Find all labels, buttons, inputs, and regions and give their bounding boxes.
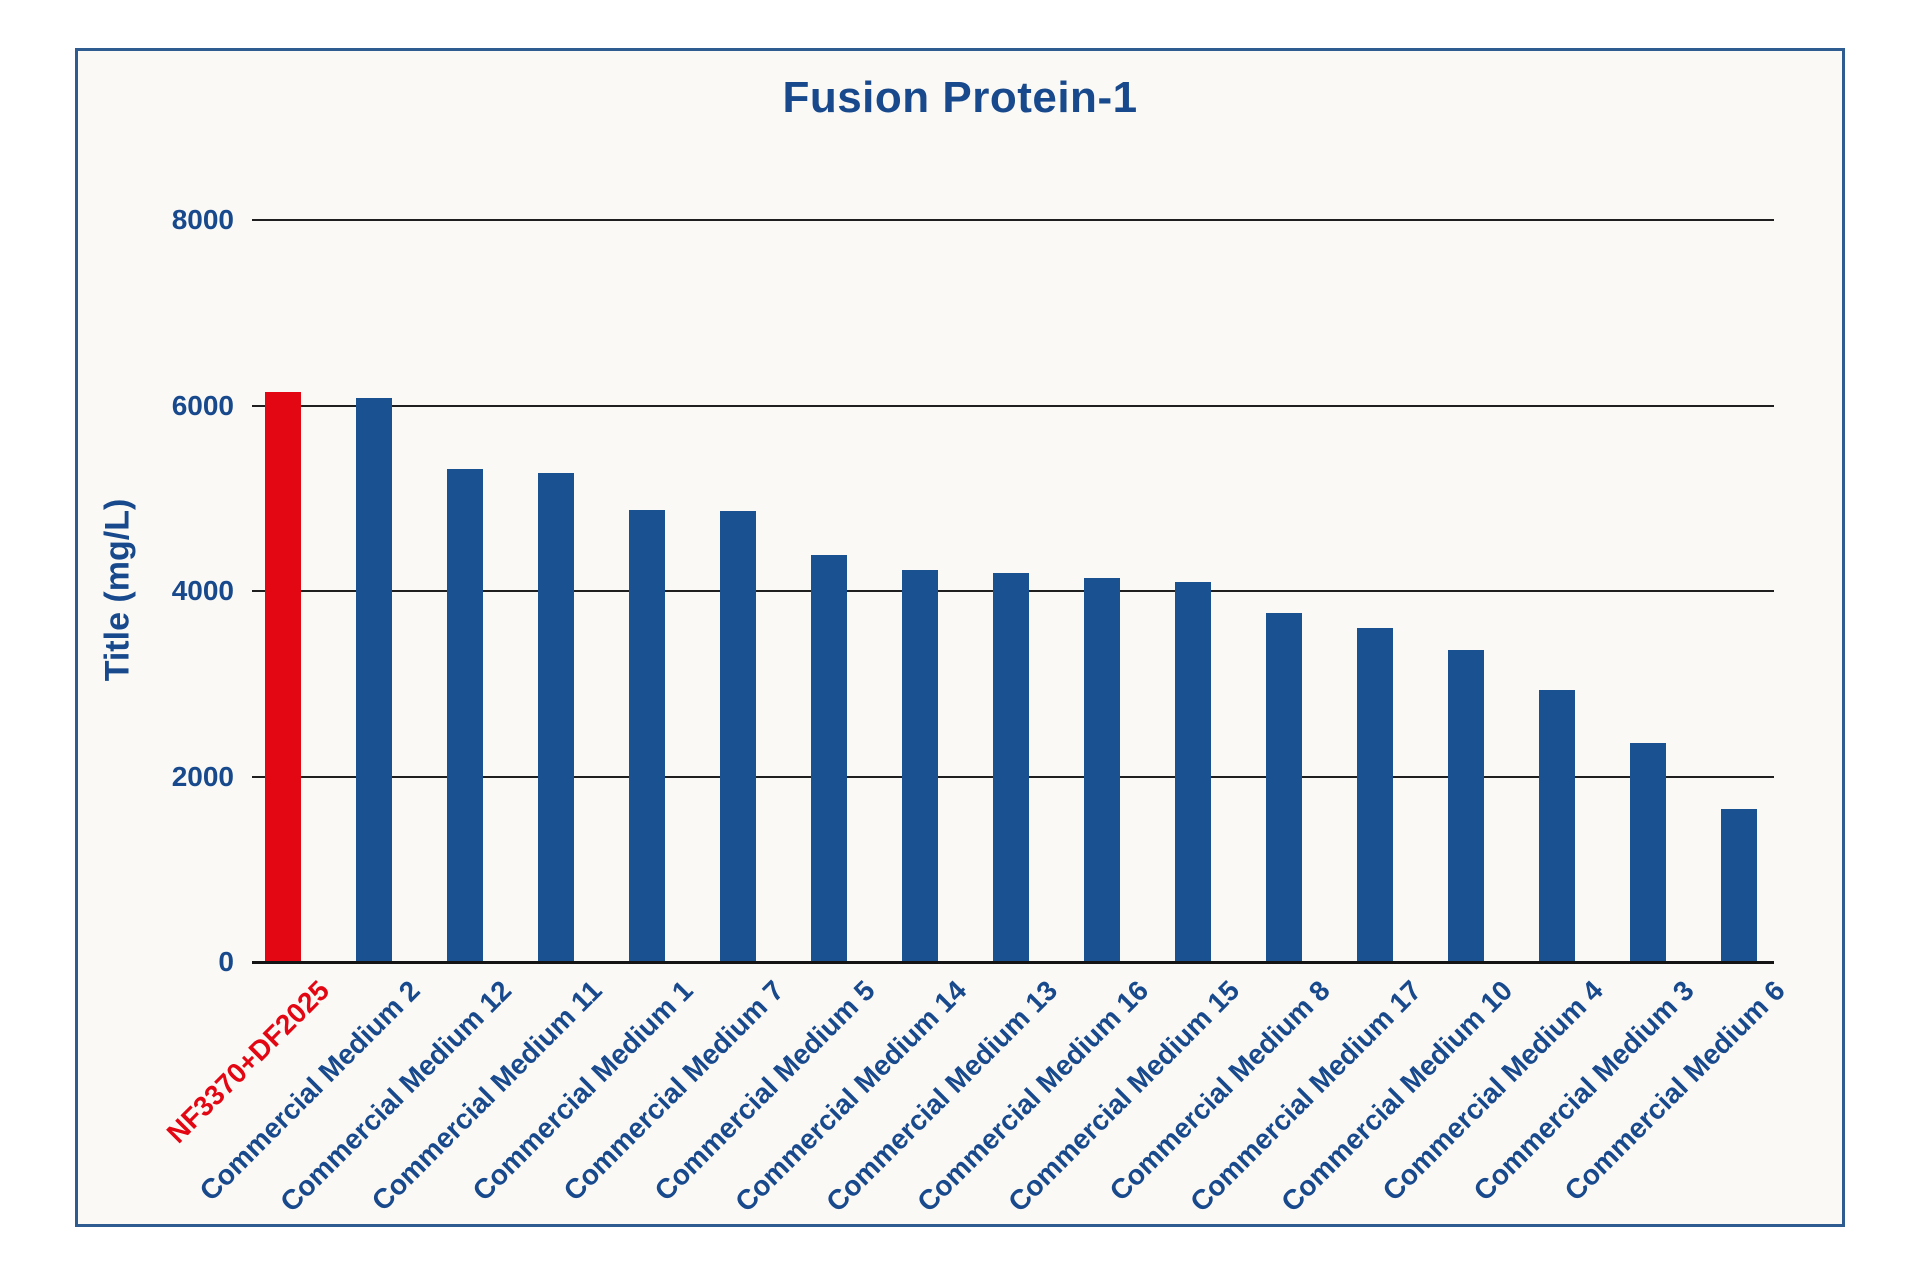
y-axis-title: Title (mg/L) <box>98 498 137 682</box>
highlight-bar <box>264 391 301 962</box>
bar-slot: NF3370+DF2025 <box>161 220 335 1149</box>
bar <box>355 398 392 962</box>
bar-slot: Commercial Medium 1 <box>467 220 699 1207</box>
plot-area: 8000 6000 4000 2000 0 NF3370+DF2025 Commercia… <box>161 206 1791 1218</box>
y-tick-label: 4000 <box>171 575 234 606</box>
bar-slot: Commercial Medium 6 <box>1559 220 1791 1207</box>
bar <box>446 468 483 962</box>
bar <box>992 573 1029 962</box>
chart-frame: Fusion Protein-1 Title (mg/L) 8000 6000 40… <box>75 48 1845 1227</box>
bar-slot: Commercial Medium 3 <box>1468 220 1700 1207</box>
bars-layer: NF3370+DF2025 Commercial Medium 2 Commerci… <box>161 220 1791 1218</box>
x-axis-label: NF3370+DF2025 <box>160 974 336 1149</box>
bar <box>719 511 756 962</box>
chart-title: Fusion Protein-1 <box>782 73 1138 122</box>
bar-slot: Commercial Medium 10 <box>1275 220 1518 1218</box>
bar-slot: Commercial Medium 8 <box>1104 220 1336 1207</box>
bar <box>1447 650 1484 962</box>
bar <box>1538 690 1575 962</box>
bar-slot: Commercial Medium 12 <box>274 220 517 1218</box>
bar-slot: Commercial Medium 4 <box>1377 220 1609 1207</box>
bar-slot: Commercial Medium 17 <box>1184 220 1427 1218</box>
y-tick-label: 8000 <box>171 204 234 235</box>
bar <box>1174 581 1211 962</box>
gridline <box>252 219 1774 221</box>
bar <box>810 554 847 962</box>
bar <box>1083 578 1120 962</box>
bar <box>1265 613 1302 962</box>
y-tick-label: 6000 <box>171 389 234 421</box>
bar <box>1356 628 1393 962</box>
bar-slot: Commercial Medium 7 <box>558 220 790 1207</box>
bar <box>628 510 665 962</box>
bar-slot: Commercial Medium 2 <box>194 220 426 1207</box>
bar <box>537 473 574 962</box>
bar-slot: Commercial Medium 15 <box>1002 220 1245 1218</box>
bar-slot: Commercial Medium 5 <box>649 220 881 1207</box>
bar-slot: Commercial Medium 11 <box>366 220 608 1217</box>
bar-slot: Commercial Medium 14 <box>729 220 972 1218</box>
bar-slot: Commercial Medium 13 <box>820 220 1063 1218</box>
x-axis-line <box>252 961 1774 964</box>
y-tick-label: 0 <box>218 946 234 977</box>
bar <box>901 569 938 962</box>
gridline <box>252 404 1774 407</box>
bar <box>1720 808 1757 962</box>
bar-slot: Commercial Medium 16 <box>911 220 1154 1218</box>
bar <box>1629 743 1666 962</box>
y-tick-label: 2000 <box>171 760 234 792</box>
